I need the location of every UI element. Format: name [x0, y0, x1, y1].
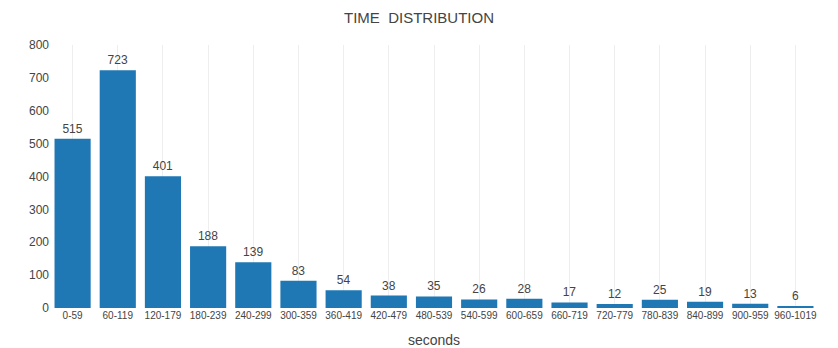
svg-text:401: 401: [153, 159, 173, 173]
svg-text:13: 13: [743, 287, 757, 301]
svg-text:12: 12: [608, 287, 622, 301]
svg-text:83: 83: [292, 264, 306, 278]
svg-text:780-839: 780-839: [642, 310, 679, 321]
svg-text:60-119: 60-119: [103, 310, 134, 321]
svg-text:360-419: 360-419: [325, 310, 362, 321]
svg-text:720-779: 720-779: [596, 310, 633, 321]
svg-text:600: 600: [29, 104, 49, 118]
svg-text:25: 25: [653, 283, 667, 297]
svg-text:139: 139: [243, 245, 263, 259]
svg-text:120-179: 120-179: [145, 310, 182, 321]
svg-text:240-299: 240-299: [235, 310, 272, 321]
svg-text:17: 17: [563, 285, 577, 299]
svg-text:300-359: 300-359: [280, 310, 317, 321]
svg-text:960-1019: 960-1019: [774, 310, 817, 321]
svg-text:seconds: seconds: [408, 332, 460, 348]
svg-text:600-659: 600-659: [506, 310, 543, 321]
svg-text:TIME DISTRIBUTION: TIME DISTRIBUTION: [344, 9, 494, 26]
svg-text:800: 800: [29, 38, 49, 52]
svg-text:660-719: 660-719: [551, 310, 588, 321]
svg-text:480-539: 480-539: [416, 310, 453, 321]
svg-text:28: 28: [518, 282, 532, 296]
svg-text:188: 188: [198, 229, 218, 243]
svg-text:900-959: 900-959: [732, 310, 769, 321]
svg-text:515: 515: [62, 122, 82, 136]
svg-text:420-479: 420-479: [370, 310, 407, 321]
svg-text:180-239: 180-239: [190, 310, 227, 321]
svg-text:200: 200: [29, 235, 49, 249]
svg-text:100: 100: [29, 268, 49, 282]
svg-text:26: 26: [472, 282, 486, 296]
svg-text:500: 500: [29, 137, 49, 151]
svg-text:0: 0: [42, 301, 49, 315]
svg-text:35: 35: [427, 279, 441, 293]
svg-text:38: 38: [382, 279, 396, 293]
svg-text:6: 6: [792, 289, 799, 303]
svg-text:840-899: 840-899: [687, 310, 724, 321]
svg-text:0-59: 0-59: [63, 310, 83, 321]
svg-text:400: 400: [29, 170, 49, 184]
svg-text:19: 19: [698, 285, 712, 299]
svg-text:300: 300: [29, 203, 49, 217]
svg-text:700: 700: [29, 71, 49, 85]
svg-text:540-599: 540-599: [461, 310, 498, 321]
svg-text:723: 723: [108, 53, 128, 67]
svg-text:54: 54: [337, 273, 351, 287]
